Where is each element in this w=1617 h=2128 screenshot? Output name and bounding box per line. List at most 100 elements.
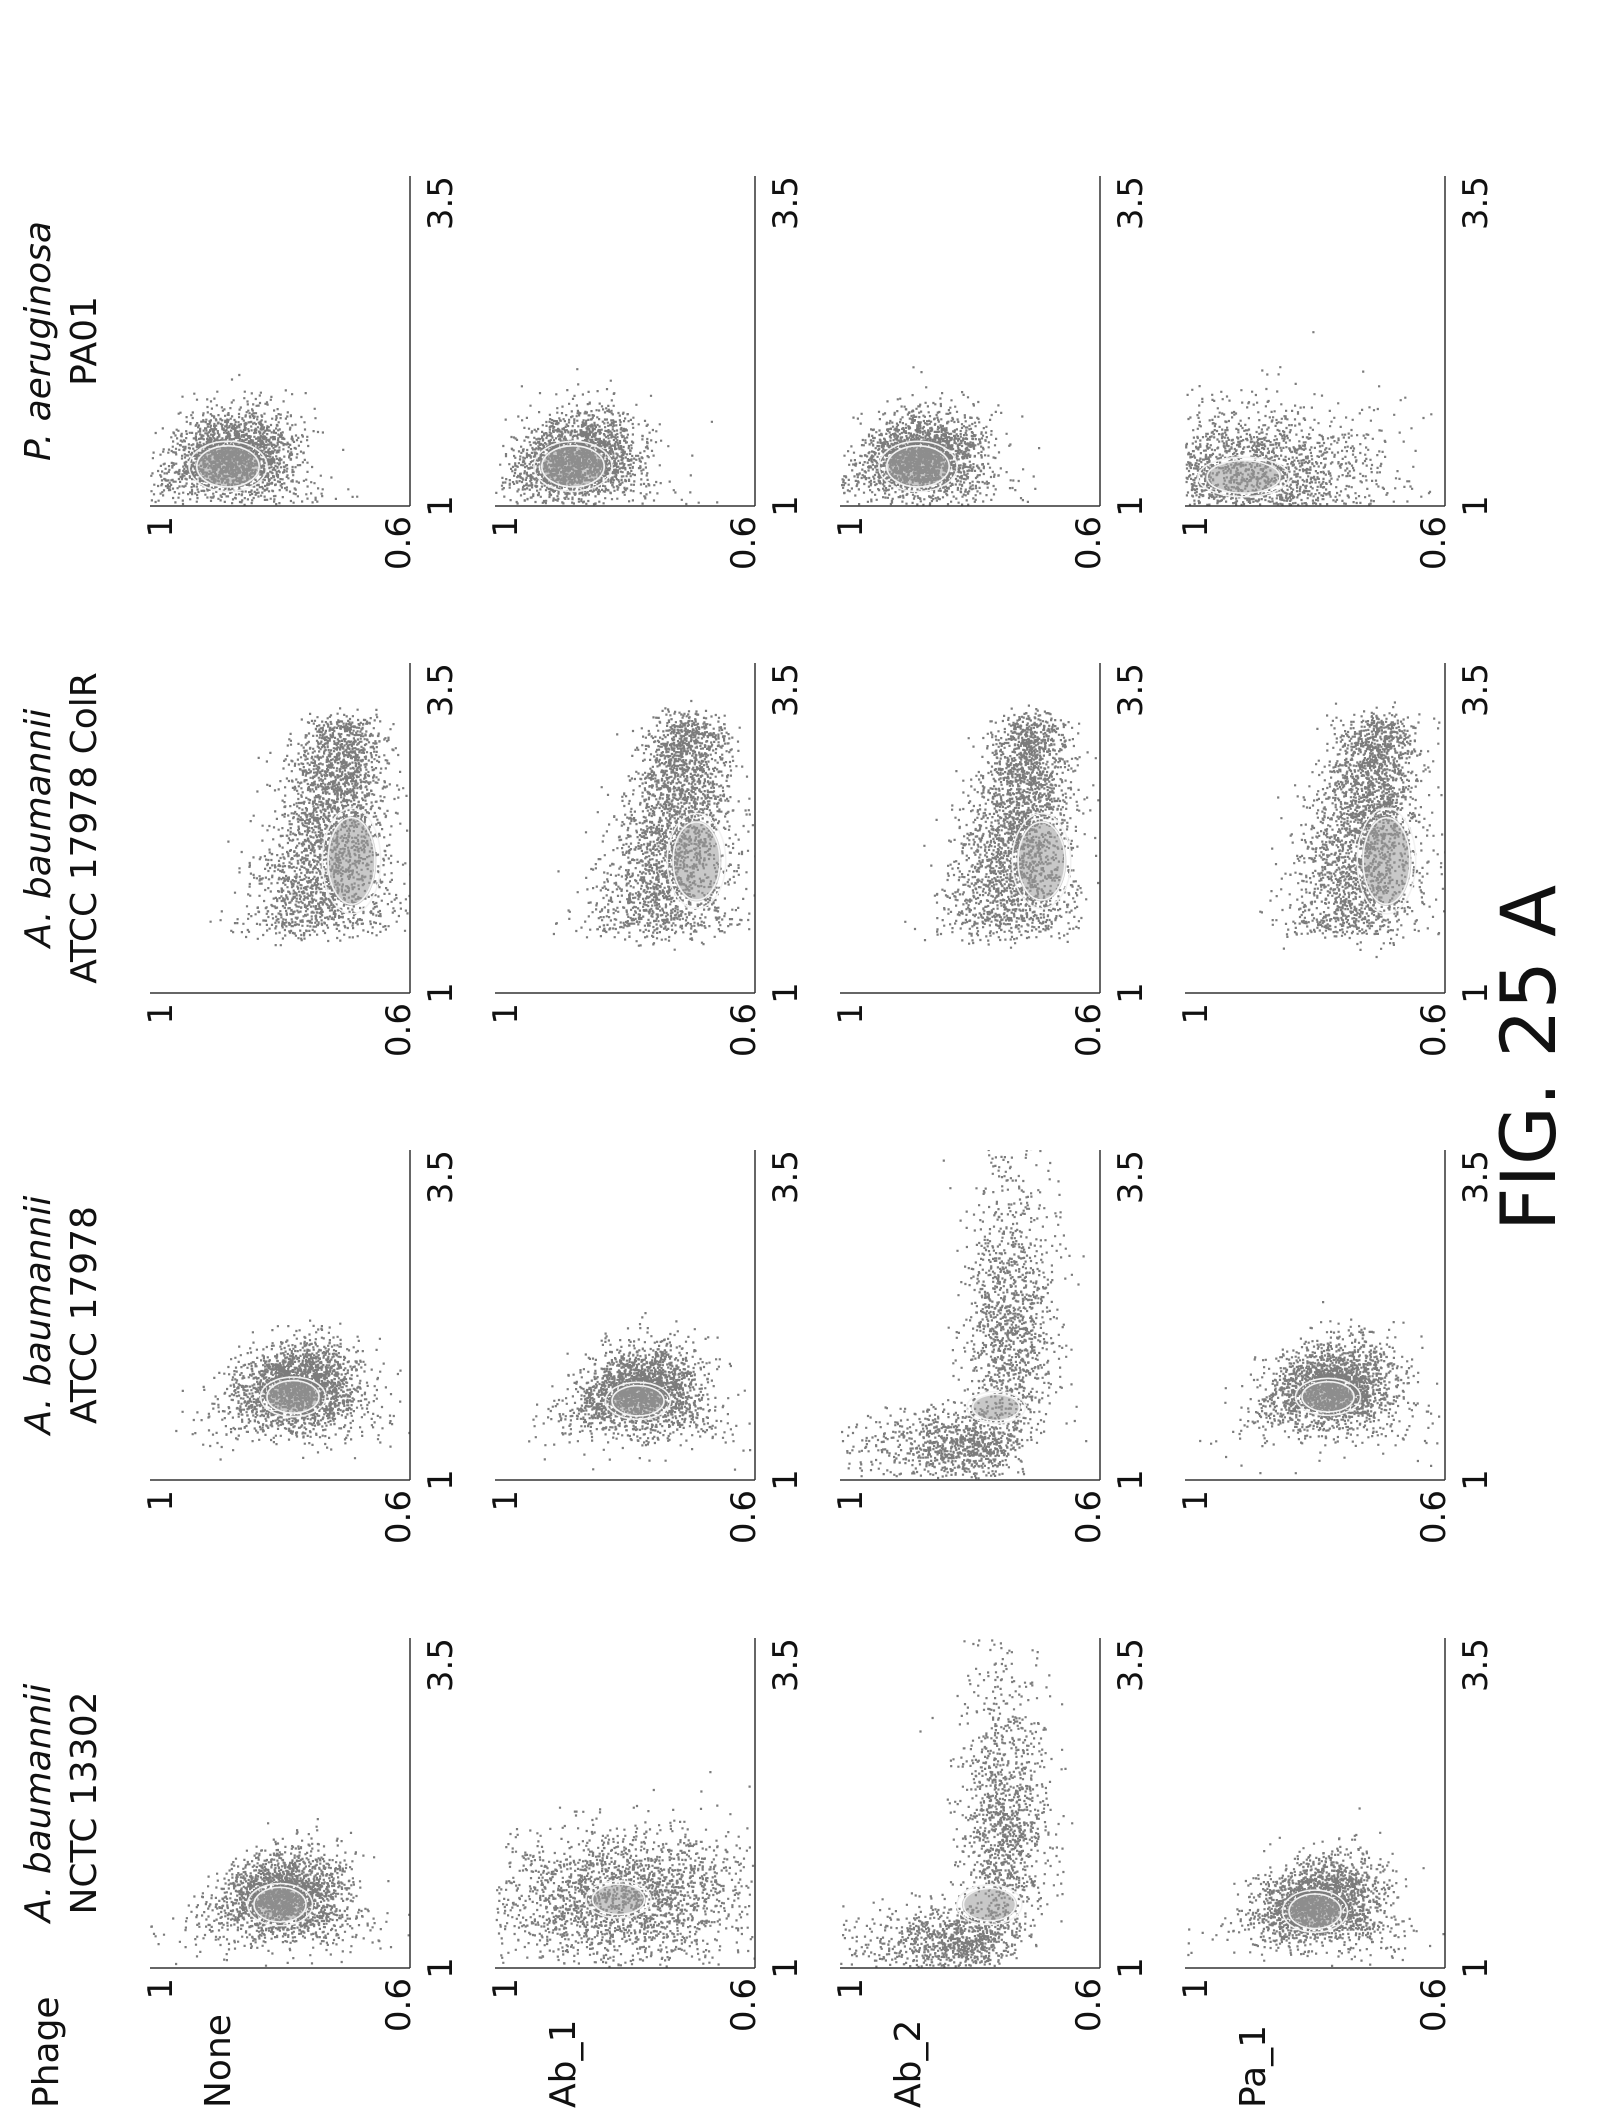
row-label: Ab_1	[543, 2020, 584, 2108]
contour-inner	[971, 1393, 1021, 1422]
scatter-points	[209, 707, 410, 947]
scatter-points	[552, 699, 755, 951]
contour-inner	[540, 445, 605, 488]
x-tick-label: 1	[1456, 495, 1496, 517]
scatter-panel: 1 0.613.5	[486, 663, 806, 1057]
scatter-panel: 1 0.613.5	[1176, 663, 1496, 1057]
x-tick-label: 1	[766, 1469, 806, 1491]
scatter-panel: 1 0.613.5	[1176, 1638, 1496, 2032]
y-tick-label: 0.6	[724, 516, 764, 570]
contour-inner	[253, 1886, 307, 1923]
scatter-points	[150, 1818, 410, 1967]
y-tick-label: 0.6	[724, 1490, 764, 1544]
scatter-points	[495, 368, 719, 506]
y-tick-label: 0.6	[379, 516, 419, 570]
column-header-species: A. baumannii	[18, 1196, 59, 1437]
row-header-title: Phage	[26, 1996, 67, 2108]
y-tick-label: 1	[831, 1003, 871, 1025]
y-tick-label: 1	[141, 1490, 181, 1512]
y-tick-label: 1	[141, 516, 181, 538]
scatter-panel: 1 0.613.5	[831, 176, 1151, 570]
y-tick-label: 0.6	[1069, 516, 1109, 570]
density-dots	[150, 373, 359, 506]
contour-inner	[1362, 816, 1411, 906]
contour-inner	[1301, 1380, 1355, 1413]
scatter-panel: 1 0.613.5	[486, 1150, 806, 1544]
contour-outer	[1356, 807, 1417, 915]
x-tick-label: 3.5	[421, 663, 461, 717]
contour-outer	[1294, 1377, 1362, 1417]
contour-inner	[611, 1384, 665, 1417]
scatter-points	[150, 373, 359, 506]
scatter-panel: 1 0.613.5	[831, 1150, 1151, 1544]
scatter-points	[175, 1319, 410, 1461]
density-dots	[904, 704, 1100, 949]
contour-outer	[321, 807, 382, 915]
contour-inner	[1288, 1893, 1342, 1930]
density-dots	[528, 1312, 752, 1471]
column-header-strain: ATCC 17978 ColR	[64, 672, 105, 984]
row-headers: Phage None Ab_1 Ab_2 Pa_1	[26, 1996, 1274, 2108]
density-dots	[209, 707, 410, 947]
contour-outer	[878, 440, 958, 493]
y-tick-label: 0.6	[1414, 1003, 1454, 1057]
x-tick-label: 1	[421, 1957, 461, 1979]
density-dots	[495, 368, 719, 506]
x-tick-label: 3.5	[421, 1150, 461, 1204]
y-tick-label: 0.6	[724, 1978, 764, 2032]
x-tick-label: 3.5	[1456, 1638, 1496, 1692]
y-tick-label: 0.6	[379, 1490, 419, 1544]
y-tick-label: 0.6	[1069, 1978, 1109, 2032]
y-tick-label: 1	[1176, 1003, 1216, 1025]
density-core	[971, 1393, 1021, 1421]
y-tick-label: 0.6	[1414, 1490, 1454, 1544]
x-tick-label: 1	[1111, 1957, 1151, 1979]
x-tick-label: 1	[421, 982, 461, 1004]
scatter-panel: 1 0.613.5	[141, 176, 461, 570]
y-tick-label: 0.6	[724, 1003, 764, 1057]
x-tick-label: 1	[766, 495, 806, 517]
density-core	[265, 1380, 321, 1414]
scatter-panel: 1 0.613.5	[141, 1150, 461, 1544]
density-core	[610, 1385, 666, 1417]
y-tick-label: 0.6	[379, 1978, 419, 2032]
scatter-points	[841, 366, 1041, 506]
density-core	[1016, 820, 1067, 902]
scatter-panel: 1 0.613.5	[486, 1638, 806, 2032]
column-header-strain: PA01	[64, 296, 105, 386]
x-tick-label: 3.5	[766, 176, 806, 230]
y-tick-label: 1	[831, 516, 871, 538]
x-tick-label: 3.5	[1456, 1150, 1496, 1204]
y-tick-label: 1	[486, 1978, 526, 2000]
x-tick-label: 3.5	[421, 176, 461, 230]
y-tick-label: 1	[1176, 1490, 1216, 1512]
y-tick-label: 1	[1176, 1978, 1216, 2000]
x-tick-label: 1	[421, 495, 461, 517]
contour-inner	[1017, 821, 1066, 901]
density-dots	[841, 1150, 1088, 1480]
contour-inner	[672, 821, 721, 901]
y-tick-label: 0.6	[1414, 1978, 1454, 2032]
density-core	[1300, 1381, 1356, 1413]
density-core	[884, 445, 952, 488]
contour-inner	[1206, 459, 1281, 494]
y-tick-label: 1	[141, 1978, 181, 2000]
x-tick-label: 1	[766, 1957, 806, 1979]
scatter-panel: 1 0.613.5	[831, 663, 1151, 1057]
contour-outer	[259, 1376, 327, 1418]
column-header-species: A. baumannii	[18, 709, 59, 950]
density-dots	[552, 699, 755, 951]
contour-outer	[666, 812, 727, 910]
scatter-points	[1187, 1807, 1445, 1967]
scatter-panel: 1 0.613.5	[141, 1638, 461, 2032]
scatter-points	[495, 1771, 755, 1968]
y-tick-label: 1	[831, 1490, 871, 1512]
scatter-panel: 1 0.613.5	[141, 663, 461, 1057]
x-tick-label: 3.5	[421, 1638, 461, 1692]
density-core	[671, 820, 722, 902]
x-tick-label: 3.5	[766, 1638, 806, 1692]
x-tick-label: 3.5	[1111, 176, 1151, 230]
scatter-points	[1199, 1301, 1441, 1475]
